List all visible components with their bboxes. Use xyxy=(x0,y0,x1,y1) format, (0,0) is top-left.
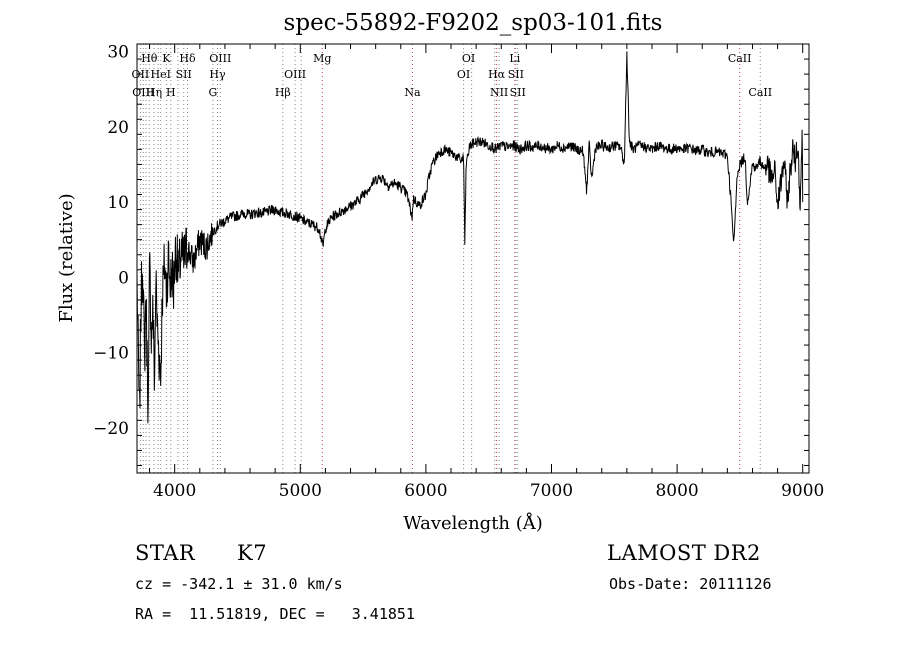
line-label: Li xyxy=(509,52,520,65)
y-tick-label: 0 xyxy=(118,268,129,288)
line-label: CaII xyxy=(728,52,752,65)
line-label: Na xyxy=(404,86,421,99)
y-axis-title: Flux (relative) xyxy=(56,193,77,322)
y-tick-label: 20 xyxy=(107,118,129,138)
line-label: NII xyxy=(490,86,508,99)
spectrum-line xyxy=(136,51,804,424)
line-label: Hβ xyxy=(275,86,291,99)
line-label: OIII xyxy=(209,52,231,65)
survey-name: LAMOST DR2 xyxy=(607,541,761,565)
x-axis-ticks: 4000 5000 6000 7000 8000 9000 xyxy=(149,44,824,501)
y-tick-label: −10 xyxy=(93,344,129,364)
line-label: OI xyxy=(457,68,470,81)
line-label: G xyxy=(208,86,217,99)
line-label: Hη xyxy=(146,86,162,99)
x-tick-label: 5000 xyxy=(279,481,322,501)
line-label: K xyxy=(162,52,171,65)
x-tick-label: 8000 xyxy=(655,481,698,501)
line-label: SII xyxy=(176,68,192,81)
line-label: Hγ xyxy=(209,68,226,81)
y-tick-label: 30 xyxy=(107,43,129,63)
line-label: CaII xyxy=(748,86,772,99)
series-group xyxy=(136,51,804,424)
line-label: OIII xyxy=(284,68,306,81)
line-label: Mg xyxy=(313,52,331,65)
y-tick-label: −20 xyxy=(93,419,129,439)
y-tick-label: 10 xyxy=(107,193,129,213)
plot-frame xyxy=(136,43,810,474)
line-label: HeI xyxy=(151,68,171,81)
line-label: H xyxy=(166,86,176,99)
x-tick-label: 9000 xyxy=(781,481,824,501)
x-axis-title: Wavelength (Å) xyxy=(403,512,543,534)
x-tick-label: 4000 xyxy=(153,481,196,501)
line-label: SII xyxy=(510,86,526,99)
ra-dec: RA = 11.51819, DEC = 3.41851 xyxy=(135,605,415,623)
object-class: STAR xyxy=(135,541,196,565)
obs-date: Obs-Date: 20111126 xyxy=(609,575,772,593)
line-label: SII xyxy=(508,68,524,81)
x-tick-label: 6000 xyxy=(404,481,447,501)
chart-title: spec-55892-F9202_sp03-101.fits xyxy=(284,10,663,36)
x-tick-label: 7000 xyxy=(530,481,573,501)
line-label: Hδ xyxy=(179,52,196,65)
line-label: OI xyxy=(462,52,475,65)
line-label: Hθ xyxy=(141,52,158,65)
object-subclass: K7 xyxy=(237,541,268,565)
line-markers xyxy=(139,44,761,473)
y-axis-ticks: −20 −10 0 10 20 30 xyxy=(93,43,809,466)
line-label: Hα xyxy=(488,68,506,81)
redshift-line: cz = -342.1 ± 31.0 km/s xyxy=(135,575,343,593)
